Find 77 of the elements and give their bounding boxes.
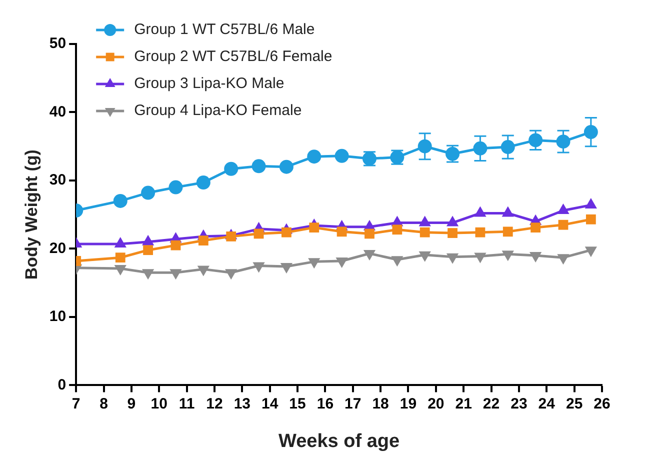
x-tick-label: 20 [428, 395, 444, 412]
point [143, 245, 153, 256]
point [363, 250, 376, 260]
point [558, 220, 568, 230]
point [584, 246, 597, 258]
point [141, 186, 156, 200]
x-tick-label: 18 [372, 395, 389, 412]
point [252, 262, 265, 273]
point [115, 252, 126, 263]
point [557, 254, 570, 265]
point [474, 252, 486, 264]
point [282, 227, 292, 238]
y-tick-label: 30 [49, 172, 66, 189]
point [392, 224, 402, 235]
x-tick-label: 24 [538, 395, 556, 412]
point [308, 258, 320, 269]
x-axis-title: Weeks of age [278, 430, 400, 452]
point [168, 180, 183, 194]
x-tick-label: 22 [482, 395, 500, 412]
y-axis-title: Body Weight (g) [22, 150, 41, 280]
legend-label: Group 4 Lipa-KO Female [134, 102, 302, 120]
legend-label: Group 3 Lipa-KO Male [134, 75, 284, 92]
x-tick-label: 17 [344, 395, 362, 412]
point [170, 269, 182, 280]
y-tick-label: 20 [49, 240, 66, 257]
point [280, 262, 293, 274]
point [114, 265, 126, 276]
point [279, 160, 294, 174]
point [336, 226, 347, 237]
point [252, 159, 266, 174]
point [446, 253, 459, 264]
x-tick-label: 26 [594, 395, 610, 412]
point [502, 250, 514, 262]
point [502, 226, 513, 237]
x-tick-label: 12 [206, 395, 223, 412]
y-tick-label: 50 [49, 35, 66, 52]
point [309, 222, 320, 233]
x-tick-label: 25 [566, 395, 583, 412]
x-tick-label: 9 [127, 395, 136, 412]
x-tick-label: 10 [150, 395, 168, 412]
point [196, 176, 210, 190]
y-tick-label: 0 [58, 376, 66, 394]
point [224, 162, 238, 176]
point [225, 269, 238, 280]
point [142, 269, 154, 280]
x-tick-label: 13 [234, 395, 251, 412]
legend-label: Group 1 WT C57BL/6 Male [134, 21, 315, 38]
point [226, 231, 236, 242]
point [198, 236, 208, 246]
point [420, 227, 430, 238]
point [475, 227, 486, 238]
point [448, 228, 458, 238]
y-tick-label: 40 [49, 103, 66, 120]
x-tick-label: 23 [510, 395, 528, 412]
point [334, 148, 349, 163]
point [254, 228, 264, 239]
y-tick-label: 10 [49, 308, 66, 326]
x-tick-label: 11 [178, 395, 195, 412]
point [307, 150, 322, 164]
x-tick-label: 19 [400, 395, 417, 412]
x-tick-label: 15 [289, 395, 306, 412]
point [530, 252, 542, 263]
point [530, 222, 541, 233]
point [364, 228, 374, 239]
point [197, 266, 210, 276]
x-tick-label: 7 [72, 395, 80, 412]
point [586, 214, 596, 224]
point [391, 256, 404, 267]
point [418, 251, 431, 262]
point [113, 194, 128, 208]
point [336, 258, 348, 268]
x-tick-label: 14 [262, 395, 279, 412]
x-tick-label: 21 [455, 395, 472, 412]
x-tick-label: 16 [316, 395, 334, 412]
x-tick-label: 8 [100, 395, 108, 412]
point [170, 240, 181, 250]
legend-label: Group 2 WT C57BL/6 Female [134, 48, 332, 66]
